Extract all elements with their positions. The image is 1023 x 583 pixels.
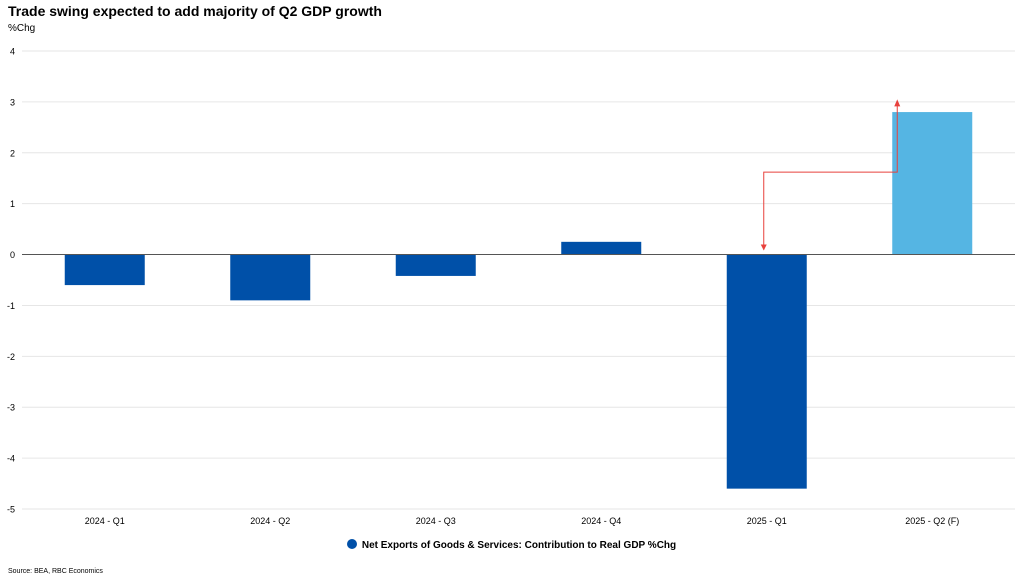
y-tick-label: -3	[7, 403, 15, 413]
bar	[561, 241, 642, 255]
y-tick-label: 0	[10, 250, 15, 260]
y-tick-label: -1	[7, 301, 15, 311]
y-axis-label: %Chg	[8, 23, 36, 34]
bar	[395, 254, 476, 276]
bar	[892, 112, 973, 255]
x-tick-label: 2025 - Q2 (F)	[905, 516, 959, 526]
y-tick-label: 1	[10, 199, 15, 209]
y-tick-label: 2	[10, 148, 15, 158]
chart-title: Trade swing expected to add majority of …	[8, 3, 382, 19]
y-tick-label: 3	[10, 97, 15, 107]
bar	[726, 254, 807, 489]
x-tick-label: 2024 - Q2	[250, 516, 290, 526]
arrowhead-down	[760, 244, 767, 251]
x-tick-label: 2024 - Q3	[416, 516, 456, 526]
bar	[64, 254, 145, 286]
y-tick-label: 4	[10, 47, 15, 57]
x-tick-label: 2024 - Q1	[85, 516, 125, 526]
source-note: Source: BEA, RBC Economics	[8, 568, 103, 575]
y-tick-label: -4	[7, 454, 15, 464]
arrowhead-up	[894, 99, 901, 107]
x-tick-label: 2025 - Q1	[747, 516, 787, 526]
y-tick-label: -2	[7, 352, 15, 362]
annotation-arrow-line	[763, 105, 898, 250]
bar	[230, 254, 311, 301]
legend-swatch	[346, 539, 357, 549]
legend-label: Net Exports of Goods & Services: Contrib…	[361, 540, 677, 551]
x-tick-label: 2024 - Q4	[581, 516, 621, 526]
legend: Net Exports of Goods & Services: Contrib…	[0, 539, 1023, 551]
y-tick-label: -5	[7, 505, 15, 515]
